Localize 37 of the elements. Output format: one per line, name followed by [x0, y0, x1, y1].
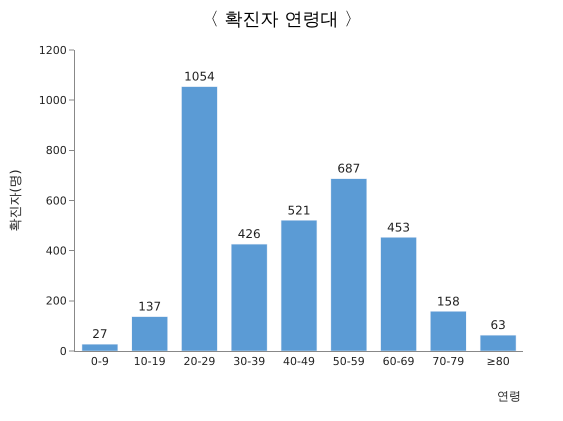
- x-tick-label: 60-69: [382, 355, 415, 368]
- y-tick-label: 800: [46, 144, 67, 158]
- data-label: 426: [238, 227, 261, 242]
- y-axis-title: 확진자(명): [8, 169, 24, 232]
- x-tick-label: 30-39: [233, 355, 266, 368]
- y-tick-label: 1000: [38, 94, 67, 108]
- bar: [430, 311, 466, 351]
- data-label: 158: [436, 294, 460, 308]
- bar: [480, 334, 516, 351]
- data-label: 521: [288, 203, 310, 218]
- bar: [231, 244, 268, 351]
- data-label: 687: [337, 162, 360, 176]
- chart-title: 〈 확진자 연령대 〉: [200, 9, 362, 30]
- bar: [82, 344, 118, 351]
- bar: [330, 178, 367, 351]
- x-tick-label: 10-19: [134, 355, 166, 368]
- y-tick-label: 600: [46, 194, 67, 208]
- x-tick-label: 20-29: [183, 355, 216, 368]
- data-label: 27: [92, 327, 108, 342]
- x-axis-title: 연령: [497, 389, 521, 403]
- y-tick-label: 200: [46, 294, 67, 308]
- bar: [280, 220, 318, 351]
- data-label: 1054: [184, 70, 215, 84]
- x-tick-label: 50-59: [332, 355, 365, 368]
- x-tick-label: 70-79: [432, 355, 464, 368]
- y-tick-label: 1200: [38, 44, 67, 57]
- x-tick-label: 40-49: [283, 355, 315, 368]
- data-label: 63: [490, 318, 506, 332]
- bar: [132, 316, 168, 351]
- x-tick-label: 0-9: [90, 355, 109, 368]
- y-tick-label: 0: [60, 344, 67, 358]
- bar: [181, 86, 218, 351]
- x-tick-label: ≥80: [486, 355, 510, 368]
- y-tick-label: 400: [46, 244, 67, 258]
- data-label: 137: [138, 300, 162, 314]
- bar: [380, 237, 417, 351]
- data-label: 453: [387, 220, 410, 234]
